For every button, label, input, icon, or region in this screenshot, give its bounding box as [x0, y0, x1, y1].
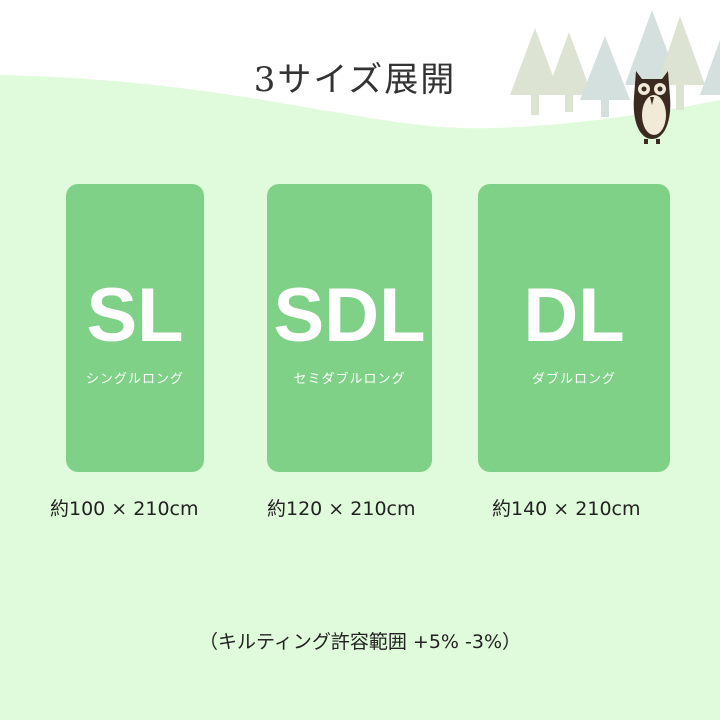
- size-name: セミダブルロング: [293, 372, 406, 387]
- size-name: ダブルロング: [531, 372, 616, 387]
- size-card-sdl: SDL セミダブルロング: [267, 184, 432, 472]
- size-dimensions-dl: 約140 × 210cm: [492, 498, 641, 520]
- tree-icon: [510, 10, 720, 117]
- size-card-sl: SL シングルロング: [66, 184, 204, 472]
- quilting-tolerance-note: （キルティング許容範囲 +5% -3%）: [199, 631, 521, 653]
- size-card-dl: DL ダブルロング: [478, 184, 670, 472]
- owl-icon: [633, 71, 671, 144]
- size-dimensions-sl: 約100 × 210cm: [50, 498, 199, 520]
- size-abbr: SDL: [273, 273, 426, 358]
- size-abbr: DL: [523, 273, 625, 358]
- size-dimensions-sdl: 約120 × 210cm: [267, 498, 416, 520]
- page-title: 3サイズ展開: [253, 60, 457, 100]
- size-abbr: SL: [86, 273, 184, 358]
- size-name: シングルロング: [85, 372, 184, 387]
